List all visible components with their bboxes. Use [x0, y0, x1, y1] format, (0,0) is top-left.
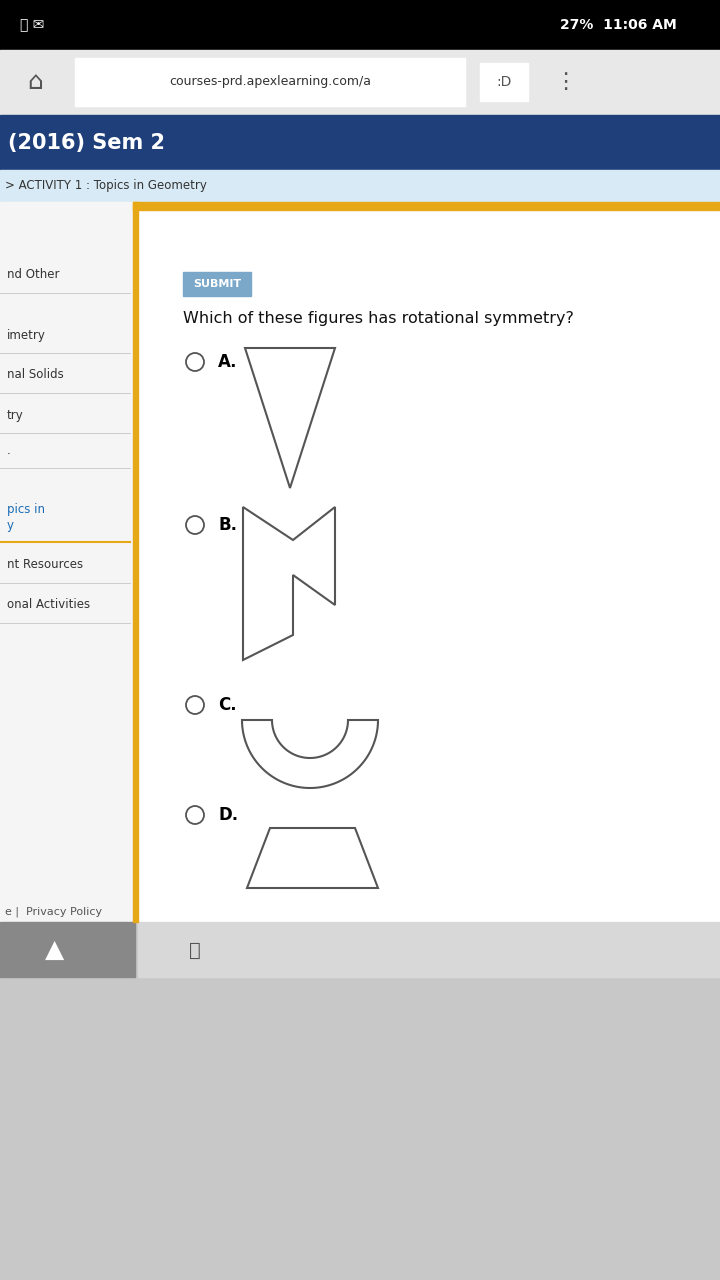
Text: nt Resources: nt Resources	[7, 558, 83, 571]
Bar	[0, 115, 720, 170]
Text: (2016) Sem 2: (2016) Sem 2	[8, 133, 165, 154]
Text: Which of these figures has rotational symmetry?: Which of these figures has rotational sy…	[183, 311, 574, 325]
Bar	[138, 210, 720, 924]
Text: imetry: imetry	[7, 329, 46, 342]
Circle shape	[186, 696, 204, 714]
Circle shape	[186, 353, 204, 371]
Bar	[183, 271, 251, 296]
Bar	[75, 58, 465, 106]
Bar	[138, 922, 720, 977]
Text: .: .	[7, 443, 11, 457]
Text: 27%  11:06 AM: 27% 11:06 AM	[560, 18, 677, 32]
Bar	[0, 0, 720, 50]
Text: try: try	[7, 408, 24, 421]
Text: nd Other: nd Other	[7, 269, 60, 282]
Text: C.: C.	[218, 696, 237, 714]
Text: SUBMIT: SUBMIT	[193, 279, 241, 289]
Text: ▲: ▲	[45, 938, 65, 963]
Text: e |  Privacy Policy: e | Privacy Policy	[5, 906, 102, 918]
Bar	[133, 202, 138, 922]
Bar	[0, 170, 720, 202]
Text: 📞 ✉: 📞 ✉	[20, 18, 45, 32]
Circle shape	[186, 806, 204, 824]
Text: > ACTIVITY 1 : Topics in Geometry: > ACTIVITY 1 : Topics in Geometry	[5, 179, 207, 192]
Text: ⌂: ⌂	[27, 70, 43, 93]
Bar	[480, 63, 528, 101]
Bar	[0, 922, 135, 977]
Text: nal Solids: nal Solids	[7, 369, 64, 381]
Bar	[0, 977, 720, 1280]
Text: 🖨: 🖨	[189, 941, 201, 960]
Bar	[0, 202, 135, 922]
Text: pics in: pics in	[7, 503, 45, 517]
Text: onal Activities: onal Activities	[7, 599, 90, 612]
Text: B.: B.	[218, 516, 237, 534]
Circle shape	[186, 516, 204, 534]
Text: :D: :D	[496, 76, 512, 90]
Text: y: y	[7, 520, 14, 532]
Text: D.: D.	[218, 806, 238, 824]
Text: A.: A.	[218, 353, 238, 371]
Bar	[0, 50, 720, 115]
Bar	[133, 202, 720, 210]
Text: courses-prd.apexlearning.com/a: courses-prd.apexlearning.com/a	[169, 76, 371, 88]
Text: ⋮: ⋮	[554, 72, 576, 92]
